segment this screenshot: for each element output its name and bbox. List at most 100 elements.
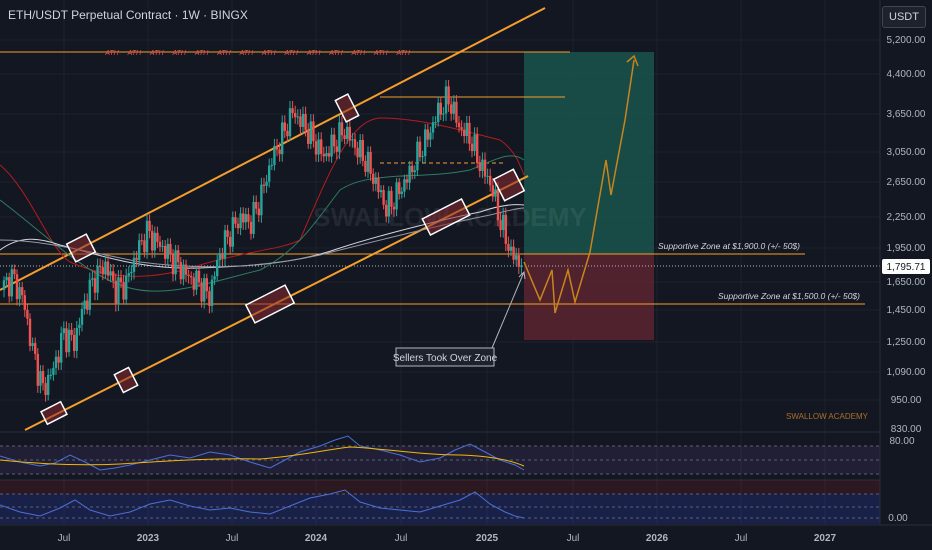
rsi-level-label: 80.00 [889,436,914,447]
candle-body [226,230,229,237]
candle-body [353,139,357,148]
candle-body [210,279,214,306]
candle-body [148,220,151,232]
candle-body [223,230,227,259]
candle-body [44,383,47,396]
price-tick-label: 5,200.00 [887,35,926,46]
candle-body [39,371,42,386]
ath-label: ATH [239,50,254,57]
time-tick-label: Jul [58,533,71,544]
sellers-arrowhead [518,270,526,280]
candle-body [252,201,255,234]
time-tick-label: 2023 [137,533,160,544]
price-tick-label: 2,650.00 [887,177,926,188]
time-axis[interactable] [0,525,932,550]
candle-body [83,300,86,309]
candle-body [400,191,403,194]
candle-body [278,149,281,155]
time-tick-label: 2027 [814,533,837,544]
ath-label: ATH [194,50,209,57]
candle-body [457,122,461,128]
candle-body [86,300,89,310]
sellers-label: Sellers Took Over Zone [393,353,498,364]
candle-body [10,269,13,297]
candle-body [156,232,159,242]
candle-body [242,213,245,223]
candle-body [229,236,232,247]
candle-body [164,245,167,259]
grid [0,0,880,525]
candle-body [379,190,383,193]
candle-body [13,269,16,275]
candle-body [57,356,60,363]
candle-body [317,139,320,155]
candle-body [283,122,286,131]
candle-body [312,121,315,142]
candle-body [132,257,136,272]
brand-label: SWALLOW ACADEMY [786,412,869,421]
price-tick-label: 1,250.00 [887,337,926,348]
candle-body [52,367,55,375]
currency-button[interactable]: USDT [882,6,926,28]
candle-body [80,308,84,325]
candle-body [195,270,198,290]
candle-body [309,121,312,144]
candle-body [234,217,237,224]
candle-body [439,102,442,115]
loss-zone [524,254,654,340]
candle-body [190,276,193,278]
candle-body [231,217,234,247]
candle-body [481,159,484,171]
pivot-markers [40,93,526,426]
candle-body [67,329,71,353]
candle-body [125,275,128,300]
time-tick-label: 2025 [476,533,499,544]
candle-body [99,265,102,268]
candle-body [413,170,416,173]
candle-body [288,108,292,137]
candle-body [75,328,78,351]
candle-body [327,153,331,157]
candle-body [431,122,435,133]
candle-body [262,184,266,186]
candle-body [343,135,346,139]
time-tick-label: Jul [735,533,748,544]
candle-body [509,246,513,251]
candle-body [28,318,32,346]
candle-body [143,240,146,253]
candle-body [351,139,354,141]
candle-body [437,102,440,123]
candle-body [299,116,302,127]
candle-body [182,264,185,280]
candle-body [491,185,494,197]
candle-body [112,271,115,281]
candle-body [265,181,268,186]
candle-body [192,277,195,290]
candle-body [5,277,8,281]
candle-body [348,126,351,141]
candle-body [307,130,310,144]
candle-body [398,182,401,194]
price-tick-label: 3,650.00 [887,109,926,120]
candle-body [2,280,6,290]
candle-body [166,243,169,259]
candle-body [96,265,99,293]
candle-body [104,261,107,275]
price-tick-label: 3,050.00 [887,147,926,158]
candle-body [512,246,515,260]
candle-body [26,309,29,319]
ath-label: ATH [216,50,231,57]
candle-body [255,201,258,209]
ath-label: ATH [395,50,410,57]
time-tick-label: 2026 [646,533,669,544]
candle-body [281,122,284,155]
time-tick-label: Jul [567,533,580,544]
ath-label: ATH [373,50,388,57]
supportive-zone-1900-label: Supportive Zone at $1,900.0 (+/- 50$) [658,241,800,251]
candle-body [91,278,94,280]
candle-body [520,265,523,267]
candle-body [291,108,294,113]
candles [2,79,523,402]
candle-body [314,141,318,155]
